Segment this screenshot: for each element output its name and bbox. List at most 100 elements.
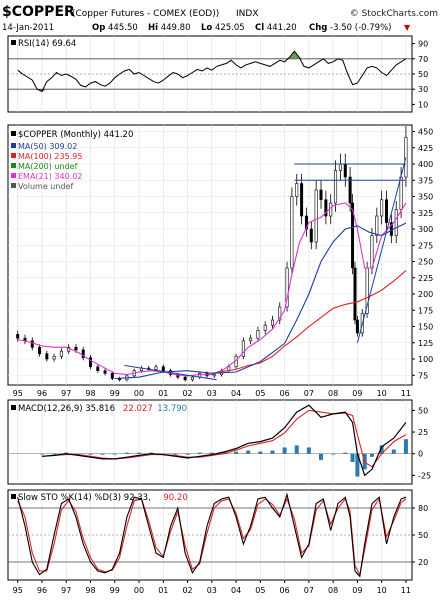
price-x-label: 03 [207,389,217,398]
ema21-line [17,202,407,377]
price-candle [314,189,318,243]
price-x-label: 97 [61,389,71,398]
rsi-panel: 10 30 50 70 90 RSI(14) 69.64 [7,35,428,113]
price-candle [375,215,379,236]
macd-histogram-bar [124,452,129,454]
macd-histogram-bar [369,453,374,457]
price-candle [309,228,313,243]
quote-hi: Hi 449.80 [148,23,190,33]
legend-entry: 22.027 [123,404,153,414]
rsi-axis-tick-label: 90 [418,40,428,49]
price-candle [355,319,359,334]
macd-histogram-bar [246,450,251,454]
macd-histogram-bar [319,453,324,460]
price-candle [263,324,267,331]
macd-axis-tick-label: 0 [418,450,423,459]
price-candle [38,346,42,355]
price-candle [154,366,158,370]
rsi-axis-tick-label: 10 [418,100,428,109]
price-axis-tick-label: 125 [418,339,433,348]
price-candle [370,235,374,269]
macd-histogram-bar [209,452,214,454]
trend-line [124,365,217,381]
bottom-axis-label: 96 [37,586,47,595]
price-x-label: 02 [182,389,192,398]
price-axis-tick-label: 100 [418,355,433,364]
bottom-axis-label: 10 [377,586,387,595]
sto-axis-tick-label: 80 [418,504,428,513]
price-candle [394,209,398,236]
macd-histogram-bar [258,451,263,454]
legend-swatch [11,153,16,158]
price-x-label: 05 [255,389,265,398]
bottom-axis-label: 95 [13,586,23,595]
legend-entry: EMA(21) 340.02 [18,172,82,181]
legend-entry: MA(100) 235.95 [18,152,82,161]
price-axis-tick-label: 325 [418,209,433,218]
bottom-axis-label: 97 [61,586,71,595]
price-candle [256,330,260,339]
bottom-axis-label: 07 [304,586,314,595]
legend-swatch [11,163,16,168]
price-candle [74,346,78,351]
price-candle [285,267,289,308]
price-candle [334,170,338,204]
macd-histogram-bar [355,453,360,477]
chg-down-icon: ▼ [404,23,411,32]
symbol-title: $COPPER [2,4,75,20]
price-axis-tick-label: 400 [418,160,433,169]
price-x-label: 95 [13,389,23,398]
macd-axis-tick-label: -25 [418,471,431,480]
macd-histogram-bar [39,453,44,455]
price-x-label: 99 [110,389,120,398]
price-candle [319,189,323,201]
price-axis-tick-label: 75 [418,371,428,380]
bottom-axis-label: 99 [110,586,120,595]
price-candle [16,333,20,339]
price-axis-tick-label: 275 [418,241,433,250]
price-candle [88,357,92,368]
macd-histogram-bar [185,453,190,455]
bottom-axis-label: 05 [255,586,265,595]
macd-histogram-bar [331,453,336,455]
price-candle [212,374,216,377]
rsi-line [17,50,407,93]
sto-panel: 20 50 80 Slow STO %K(14) %D(3) 92.33, 90.20 [7,489,428,581]
macd-axis-tick-label: 50 [418,406,428,415]
bottom-axis-label: 00 [134,586,144,595]
price-axis-tick-label: 450 [418,128,433,137]
legend-swatch [11,131,16,136]
sto-axis-tick-label: 50 [418,531,428,540]
price-axis-tick-label: 200 [418,290,433,299]
price-x-label: 11 [401,389,411,398]
macd-line [41,404,407,477]
macd-histogram-bar [294,445,299,454]
legend-entry: MA(50) 309.02 [18,142,77,151]
price-axis-tick-label: 300 [418,225,433,234]
price-x-label: 09 [352,389,362,398]
brand-label[interactable]: © StockCharts.com [350,9,438,19]
bottom-axis-label: 11 [401,586,411,595]
price-x-label: 10 [377,389,387,398]
legend-entry: Volume undef [18,182,73,191]
macd-histogram-bar [343,452,348,454]
macd-histogram-bar [52,453,57,455]
price-axis-tick-label: 250 [418,258,433,267]
legend-entry: 13.790 [157,404,187,414]
ma50-line [114,222,407,380]
rsi-legend: RSI(14) 69.64 [11,39,76,49]
legend-entry: MA(200) undef [18,162,78,171]
price-axis-tick-label: 150 [418,323,433,332]
legend-entry: MACD(12,26,9) 35.816 [18,404,115,414]
price-candle [380,199,384,217]
price-candle [45,353,49,360]
price-candle [351,202,355,269]
date-label: 14-Jan-2011 [2,23,54,33]
symbol-description: (Copper Futures - COMEX (EOD)) [72,9,219,19]
price-candle [348,176,352,204]
price-candle [52,356,56,360]
bottom-axis-label: 06 [280,586,290,595]
rsi-legend-label: RSI(14) 69.64 [18,39,76,49]
price-x-label: 04 [231,389,241,398]
